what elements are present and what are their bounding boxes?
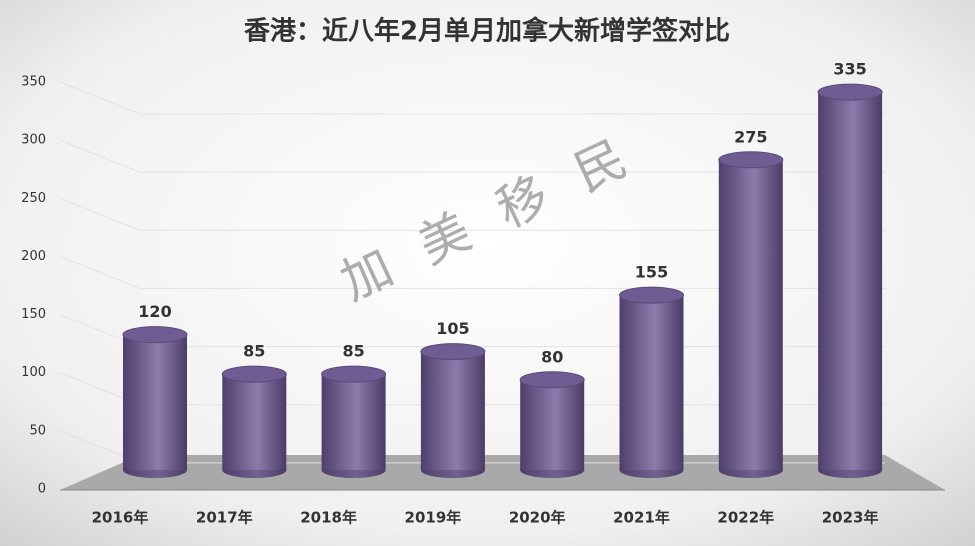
y-tick-label: 50: [29, 423, 46, 438]
bar: [321, 374, 386, 470]
plot: 0 50 100 150 200 250 300 350 2016年 120 2017年 85 2018…: [21, 60, 885, 527]
bar: [619, 295, 684, 470]
value-label: 85: [243, 342, 265, 361]
x-tick-label: 2019年: [405, 509, 462, 527]
bar-cap: [817, 83, 883, 101]
bar-base-front: [718, 462, 783, 478]
value-label: 275: [734, 127, 767, 146]
x-tick-label: 2023年: [822, 509, 879, 527]
x-tick-label: 2022年: [717, 509, 774, 527]
bar-base-front: [520, 462, 585, 478]
floor: [60, 455, 945, 490]
bar-base-front: [818, 462, 883, 478]
bar-cap: [718, 151, 784, 169]
bar: [420, 351, 485, 470]
bar-cap: [122, 326, 188, 344]
grid-line: [59, 139, 885, 173]
bar-cap: [321, 365, 387, 383]
bar-base-front: [420, 462, 485, 478]
value-label: 80: [541, 347, 563, 366]
x-tick-label: 2021年: [613, 509, 670, 527]
bar-base-front: [222, 462, 287, 478]
y-tick-label: 350: [21, 75, 46, 90]
x-tick-label: 2016年: [92, 509, 149, 527]
bar-cap: [519, 371, 585, 389]
grid-line: [59, 197, 885, 231]
y-tick-label: 300: [21, 133, 46, 148]
x-tick-label: 2020年: [509, 509, 566, 527]
value-label: 335: [833, 60, 866, 79]
bar: [520, 379, 585, 470]
x-tick-label: 2018年: [300, 509, 357, 527]
value-label: 155: [635, 263, 668, 282]
x-tick-label: 2017年: [196, 509, 253, 527]
y-tick-label: 0: [38, 482, 46, 497]
value-label: 85: [342, 342, 364, 361]
y-tick-label: 100: [21, 365, 46, 380]
y-tick-label: 150: [21, 307, 46, 322]
bar: [222, 374, 287, 470]
bar: [818, 92, 883, 470]
bar-cap: [619, 286, 684, 304]
bar-base-front: [619, 462, 684, 478]
chart-title: 香港：近八年2月单月加拿大新增学签对比: [244, 16, 730, 47]
bar: [718, 159, 783, 470]
bar-base-front: [123, 462, 187, 478]
value-label: 105: [436, 319, 469, 338]
y-tick-label: 200: [21, 249, 46, 264]
bar-cap: [420, 343, 486, 361]
bar: [123, 334, 187, 470]
bar-base-front: [321, 462, 386, 478]
value-label: 120: [138, 302, 171, 321]
grid-line: [59, 81, 885, 115]
y-tick-label: 250: [21, 191, 46, 206]
bar-cap: [221, 365, 287, 383]
